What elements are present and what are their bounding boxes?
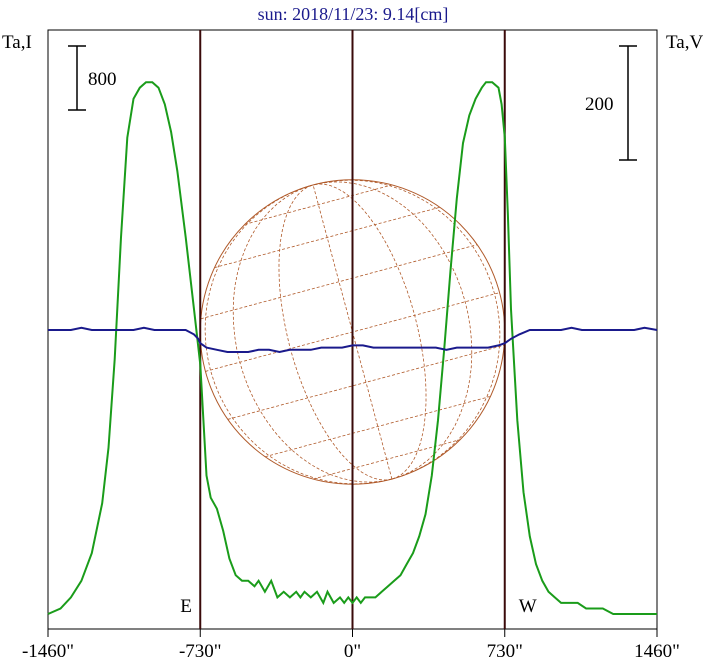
longitude-line bbox=[232, 184, 392, 483]
left-scale-bar-label: 800 bbox=[88, 69, 117, 90]
longitude-line bbox=[313, 179, 501, 480]
latitude-line bbox=[200, 244, 478, 320]
right-scale-bar-label: 200 bbox=[585, 94, 614, 115]
x-tick-label: 730" bbox=[487, 641, 523, 662]
x-tick-label: 1460" bbox=[634, 641, 680, 662]
x-axis-ticks: -1460" -730" 0" 730" 1460" bbox=[22, 629, 680, 662]
right-axis-label: Ta,V bbox=[666, 32, 703, 53]
longitude-line bbox=[278, 184, 392, 481]
longitude-line bbox=[313, 181, 473, 480]
scale-bars: 800 200 bbox=[68, 45, 637, 161]
polarization-line bbox=[48, 326, 658, 354]
x-tick-label: -730" bbox=[179, 641, 222, 662]
intensity-line bbox=[47, 81, 657, 615]
chart-title: sun: 2018/11/23: 9.14[cm] bbox=[258, 4, 449, 24]
limb-marker-label-E: E bbox=[180, 596, 192, 617]
series-lines bbox=[47, 81, 658, 615]
left-axis-label: Ta,I bbox=[2, 32, 32, 53]
x-tick-label: -1460" bbox=[22, 641, 74, 662]
longitude-line bbox=[313, 183, 427, 480]
longitude-line bbox=[204, 184, 392, 485]
latitude-line bbox=[244, 184, 393, 225]
limb-marker-label-W: W bbox=[519, 596, 537, 617]
latitude-line bbox=[227, 344, 505, 420]
x-tick-label: 0" bbox=[344, 641, 361, 662]
latitude-line bbox=[265, 395, 491, 458]
